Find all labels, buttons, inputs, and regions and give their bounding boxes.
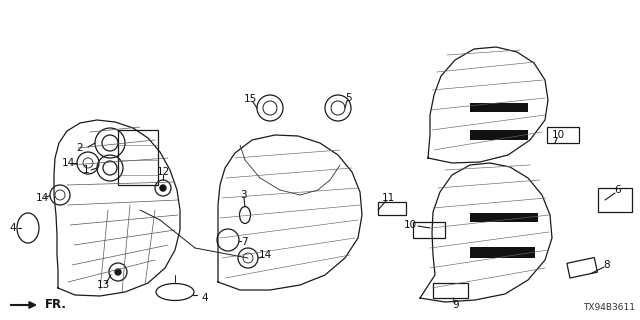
Text: 4: 4 <box>202 293 208 303</box>
Text: FR.: FR. <box>45 299 67 311</box>
Text: 10: 10 <box>403 220 417 230</box>
Bar <box>433 283 468 298</box>
Circle shape <box>115 269 121 275</box>
Text: 7: 7 <box>241 237 247 247</box>
Text: 10: 10 <box>552 130 564 140</box>
Text: 6: 6 <box>614 185 621 195</box>
Bar <box>598 188 632 212</box>
Bar <box>567 258 597 278</box>
Text: 5: 5 <box>345 93 351 103</box>
Text: 9: 9 <box>452 300 460 310</box>
Bar <box>547 127 579 143</box>
Text: 14: 14 <box>35 193 49 203</box>
Text: 14: 14 <box>259 250 271 260</box>
Text: 8: 8 <box>604 260 611 270</box>
Text: 2: 2 <box>77 143 83 153</box>
Bar <box>470 213 538 222</box>
Circle shape <box>160 185 166 191</box>
Bar <box>470 103 528 112</box>
Text: 3: 3 <box>240 190 246 200</box>
Text: 4: 4 <box>10 223 16 233</box>
Bar <box>378 202 406 215</box>
Text: 11: 11 <box>381 193 395 203</box>
Text: 14: 14 <box>61 158 75 168</box>
Bar <box>118 130 158 185</box>
Bar <box>413 222 445 238</box>
Text: TX94B3611: TX94B3611 <box>583 303 635 312</box>
Text: 15: 15 <box>243 94 257 104</box>
Bar <box>470 130 528 140</box>
Text: 12: 12 <box>156 167 170 177</box>
Bar <box>470 247 535 258</box>
Text: 1: 1 <box>83 165 90 175</box>
Text: 13: 13 <box>97 280 109 290</box>
